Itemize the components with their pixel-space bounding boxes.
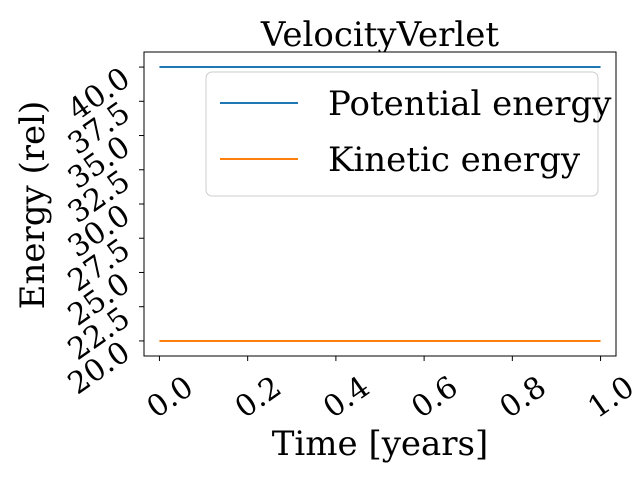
- series-layer: [159, 66, 601, 342]
- y-axis-title: Energy (rel): [13, 101, 53, 310]
- legend-label-0: Potential energy: [328, 84, 612, 124]
- legend: Potential energy Kinetic energy: [205, 71, 612, 197]
- x-tick-label: 1.0: [582, 370, 640, 426]
- x-tick-label: 0.8: [494, 370, 553, 426]
- x-tick-label: 0.0: [141, 370, 200, 426]
- x-tick-label: 0.6: [405, 370, 464, 426]
- legend-label-1: Kinetic energy: [328, 140, 581, 180]
- x-tick-label: 0.2: [229, 370, 288, 426]
- x-tick-label: 0.4: [317, 370, 376, 426]
- chart-title: VelocityVerlet: [260, 15, 499, 55]
- x-axis-ticks: 0.0 0.2 0.4 0.6 0.8 1.0: [141, 356, 640, 426]
- x-axis-title: Time [years]: [272, 424, 489, 464]
- y-axis-ticks: 20.022.525.027.530.032.535.037.540.0: [62, 61, 144, 402]
- legend-box: [205, 71, 599, 197]
